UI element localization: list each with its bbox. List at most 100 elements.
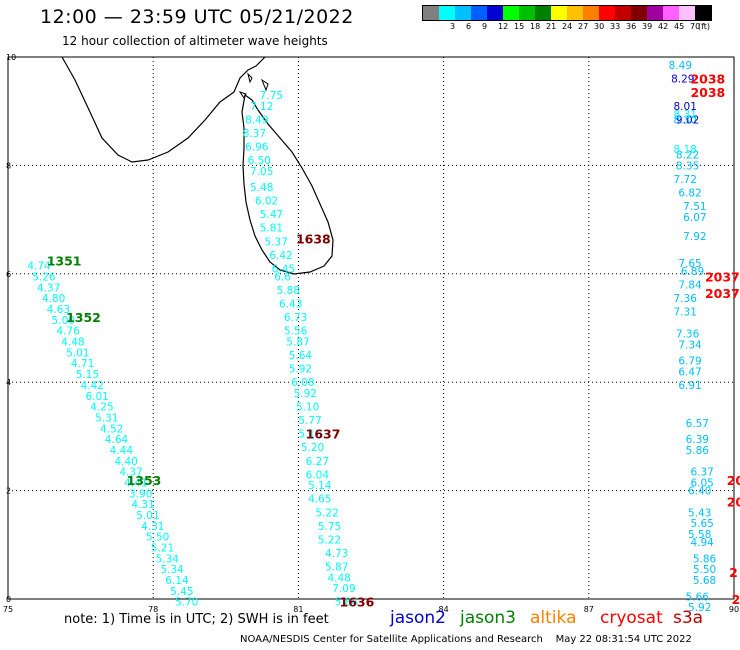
wave-height-label: 6.02 [255,196,278,208]
legend-label: 30 [594,22,605,31]
y-tick-label: 2 [6,487,11,496]
wave-height-label: 6.14 [165,575,189,587]
wave-height-label: 4.74 [27,261,51,273]
wave-height-label: 5.26 [32,272,56,284]
legend-label: 27 [578,22,589,31]
wave-height-label: 5.68 [693,575,716,587]
wave-height-label: 6.47 [678,366,701,378]
wave-height-label: 6.05 [690,477,713,489]
wave-height-label: 5.14 [308,480,332,492]
wave-height-label: 5.66 [686,591,710,603]
pass-time-label: 2038 [690,72,725,87]
wave-height-label: 8.30 [674,114,697,126]
mission-cryosat: cryosat [600,608,663,628]
legend-swatch [679,6,695,20]
wave-height-label: 7.09 [332,583,355,595]
x-tick-label: 84 [439,605,449,614]
legend-swatch [423,6,439,20]
wave-height-label: 7.65 [678,258,701,270]
wave-height-label: 5.88 [277,285,300,297]
legend-label: 21 [546,22,557,31]
legend-swatch [599,6,615,20]
wave-height-label: 5.92 [289,364,312,376]
wave-height-label: 5.13 [298,429,321,441]
palk-islands [238,72,269,99]
wave-height-label: 6.79 [678,356,701,368]
wave-height-label: 4.63 [47,304,70,316]
y-tick-labels: 0 2 4 6 8 10 [6,53,16,604]
legend-swatch [519,6,535,20]
grid-lines [8,57,734,599]
legend-swatch [535,6,551,20]
legend-swatch [471,6,487,20]
wave-height-label: 4.31 [141,521,164,533]
legend-label: 3 [450,22,456,31]
wave-height-label: 4.48 [327,572,350,584]
wave-height-label: 5.50 [693,564,716,576]
wave-height-label: 4.52 [100,423,123,435]
wave-height-label: 4.71 [71,358,94,370]
wave-height-label: 6.96 [245,141,269,153]
legend-swatch [583,6,599,20]
pass-time-label: 2 [732,592,740,607]
wave-height-label: 6.6 [274,272,291,284]
wave-height-label: 5.37 [265,236,288,248]
wave-height-label: 4.42 [81,380,104,392]
wave-height-label: 5.34 [156,553,180,565]
legend-label: 6 [466,22,472,31]
y-tick-label: 8 [6,161,11,170]
india-coastline [61,56,266,163]
wave-height-label: 5.21 [151,543,174,555]
legend-swatch [455,6,471,20]
wave-height-label: 9.02 [676,114,699,126]
wave-height-label: 8.49 [669,60,692,72]
wave-height-label: 5.01 [66,347,89,359]
legend-label: 45 [674,22,685,31]
wave-height-label: 4.80 [42,293,65,305]
wave-height-label: 6.45 [272,263,295,275]
wave-height-label: 5.87 [286,337,309,349]
legend-swatch [695,6,711,20]
legend-swatch [663,6,679,20]
wave-height-label: 4.73 [325,548,348,560]
wave-height-label: 7.51 [683,201,706,213]
wave-height-label: 7.12 [250,101,273,113]
footer-note: note: 1) Time is in UTC; 2) SWH is in fe… [64,612,329,627]
map-frame [7,56,735,600]
wave-height-label: 7.34 [678,339,702,351]
wave-height-label: 6.37 [690,467,713,479]
wave-height-label: 5.15 [76,369,99,381]
wave-height-label: 5.86 [693,553,717,565]
wave-height-label: 8.01 [674,101,697,113]
legend-label: 36 [626,22,637,31]
wave-height-label: 6.27 [306,456,329,468]
wave-height-label: 6.39 [686,434,709,446]
wave-height-label: 8.37 [243,128,266,140]
wave-height-label: 5.92 [688,602,711,614]
legend-label: 33 [610,22,621,31]
wave-height-label: 5.87 [325,561,348,573]
wave-height-label: 5.34 [160,564,184,576]
pass-time-label: 20 [727,473,740,488]
wave-height-label: 5.31 [95,412,118,424]
page-title: 12:00 — 23:59 UTC 05/21/2022 [40,6,354,28]
wave-height-label: 5.48 [250,182,273,194]
color-legend: 3 6 9 12 15 18 21 24 27 30 33 36 39 42 45 70 (ft) [422,5,712,31]
wave-height-label: 6.73 [284,312,307,324]
legend-label: 42 [658,22,669,31]
wave-height-label: 6.57 [686,418,709,430]
wave-height-label: 4.37 [119,467,142,479]
wave-height-label: 8.49 [245,114,268,126]
wave-height-label: 6.01 [85,391,108,403]
legend-swatch [615,6,631,20]
wave-height-label: 5.64 [289,350,313,362]
pass-time-label: 2037 [705,270,740,285]
x-tick-label: 75 [3,605,13,614]
wave-height-label: 4.37 [37,282,60,294]
wave-height-label: 5.45 [170,586,193,598]
sri-lanka-coastline [241,93,334,275]
wave-height-points: 7.757.128.498.376.966.507.055.486.025.47… [27,60,716,614]
pass-time-label: 1353 [127,473,162,488]
